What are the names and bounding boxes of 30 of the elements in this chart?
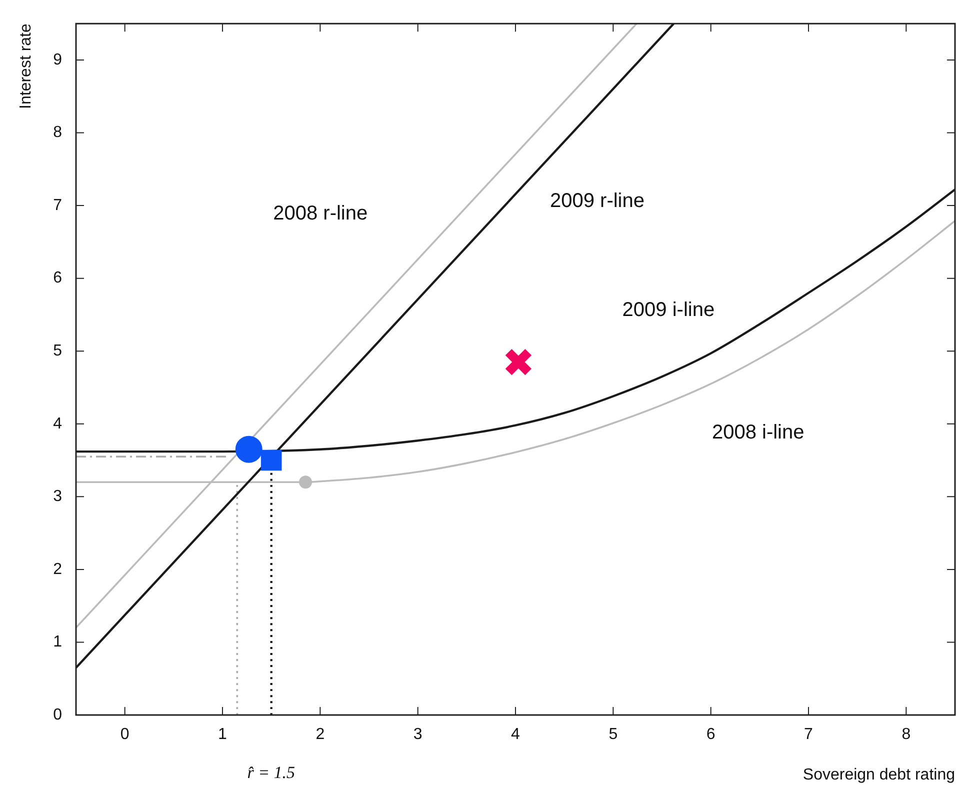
point (299, 476, 312, 489)
x-tick-label: 7 (804, 726, 814, 744)
point (504, 348, 533, 376)
annotation: 2009 r-line (550, 190, 645, 212)
y-tick-label: 6 (53, 270, 62, 287)
x-tick-label: 2 (316, 726, 325, 744)
point (235, 436, 262, 463)
y-axis-title: Interest rate (17, 24, 34, 109)
y-tick-label: 7 (53, 196, 62, 214)
y-tick-label: 5 (53, 342, 62, 360)
x-tick-label: 0 (120, 726, 130, 744)
annotation: 2008 r-line (273, 202, 368, 224)
annotation: 2008 i-line (712, 421, 804, 444)
text: r̂ = 1.5 (247, 763, 296, 782)
point (260, 450, 282, 471)
x-tick-label: 5 (608, 726, 618, 744)
annotation: 2009 i-line (622, 299, 715, 322)
x-tick-label: 6 (706, 726, 716, 744)
x-tick-label: 1 (218, 726, 228, 744)
y-tick-label: 0 (53, 706, 62, 724)
x-tick-label: 3 (413, 726, 422, 744)
y-tick-label: 2 (53, 560, 62, 578)
y-tick-label: 9 (53, 51, 62, 68)
y-tick-label: 1 (53, 634, 62, 651)
y-tick-label: 4 (53, 415, 62, 432)
x-tick-label: 4 (511, 726, 520, 744)
y-tick-label: 8 (53, 124, 62, 142)
y-tick-label: 3 (53, 488, 62, 506)
x-axis-title: Sovereign debt rating (802, 766, 955, 784)
x-tick-label: 8 (902, 726, 911, 744)
